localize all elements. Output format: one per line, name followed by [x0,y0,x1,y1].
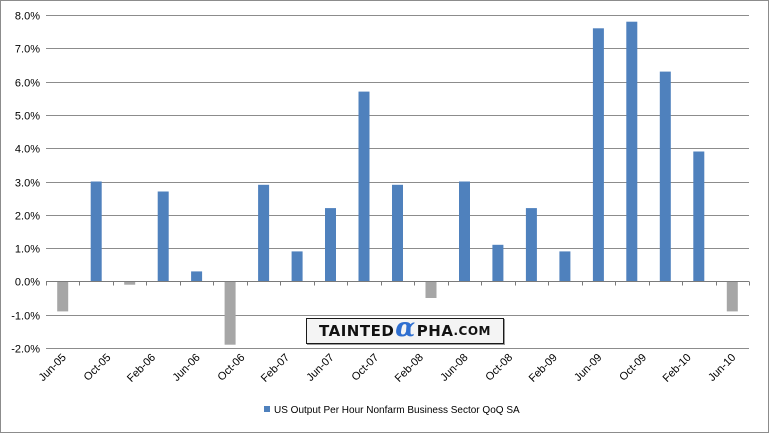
bar [459,181,470,282]
y-tick-label: 3.0% [15,178,40,190]
x-tick-label: Feb-10 [661,352,694,385]
x-tick-label: Jun-07 [304,352,336,384]
bar [224,281,236,345]
x-tick-label: Oct-09 [617,352,649,384]
y-tick-label: 7.0% [15,44,40,56]
y-tick-label: 5.0% [15,111,40,123]
x-tick-label: Jun-10 [706,352,738,384]
y-tick-label: 4.0% [15,144,40,156]
x-tick-label: Jun-09 [572,352,604,384]
bar [726,281,738,312]
x-tick-label: Jun-05 [37,352,69,384]
bar [258,184,270,282]
bar [559,251,571,282]
legend: US Output Per Hour Nonfarm Business Sect… [264,405,520,416]
y-tick-label: -1.0% [11,311,40,323]
bar [124,281,136,285]
x-tick-label: Oct-08 [483,352,515,384]
bar [57,281,69,312]
x-tick-label: Oct-06 [216,352,248,384]
bar [291,251,303,282]
bar [157,191,169,282]
x-tick-label: Oct-05 [82,352,114,384]
bar [191,271,203,282]
legend-swatch [264,406,270,412]
y-tick-label: 6.0% [15,78,40,90]
watermark-text-domain: .COM [453,324,491,338]
bar [525,208,537,282]
y-tick-label: 8.0% [15,11,40,23]
x-tick-label: Jun-08 [438,352,470,384]
x-tick-label: Feb-09 [527,352,560,385]
bar [425,281,437,298]
bar [626,21,638,282]
grid-lines [46,15,749,349]
watermark-logo: TAINTED α PHA .COM [306,313,504,344]
y-tick-label: 1.0% [15,244,40,256]
bar [392,184,403,282]
alpha-logo-icon: α [395,313,416,343]
bar [659,71,671,282]
x-axis [46,281,750,286]
watermark-text-pha: PHA [416,322,454,340]
y-axis-ticks: -2.0% -1.0% 0.0% 1.0% 2.0% 3.0% 4.0% 5.0% 6.0% 7.… [11,11,40,356]
y-tick-label: -2.0% [11,344,40,356]
bar [693,151,705,282]
y-tick-label: 2.0% [15,211,40,223]
bars [57,21,738,345]
x-tick-label: Feb-07 [259,352,292,385]
bar [325,208,336,282]
bar [592,28,604,282]
y-tick-label: 0.0% [15,277,40,289]
x-tick-label: Oct-07 [349,352,381,384]
x-axis-ticks: Jun-05 Oct-05 Feb-06 Jun-06 Oct-06 Feb-07 Jun-… [37,352,739,385]
bar [90,181,102,282]
bar [358,91,370,282]
legend-label: US Output Per Hour Nonfarm Business Sect… [274,405,520,416]
x-tick-label: Feb-08 [393,352,426,385]
x-tick-label: Jun-06 [170,352,202,384]
watermark-text-tainted: TAINTED [319,322,395,340]
x-tick-label: Feb-06 [125,352,158,385]
bar [492,244,504,282]
